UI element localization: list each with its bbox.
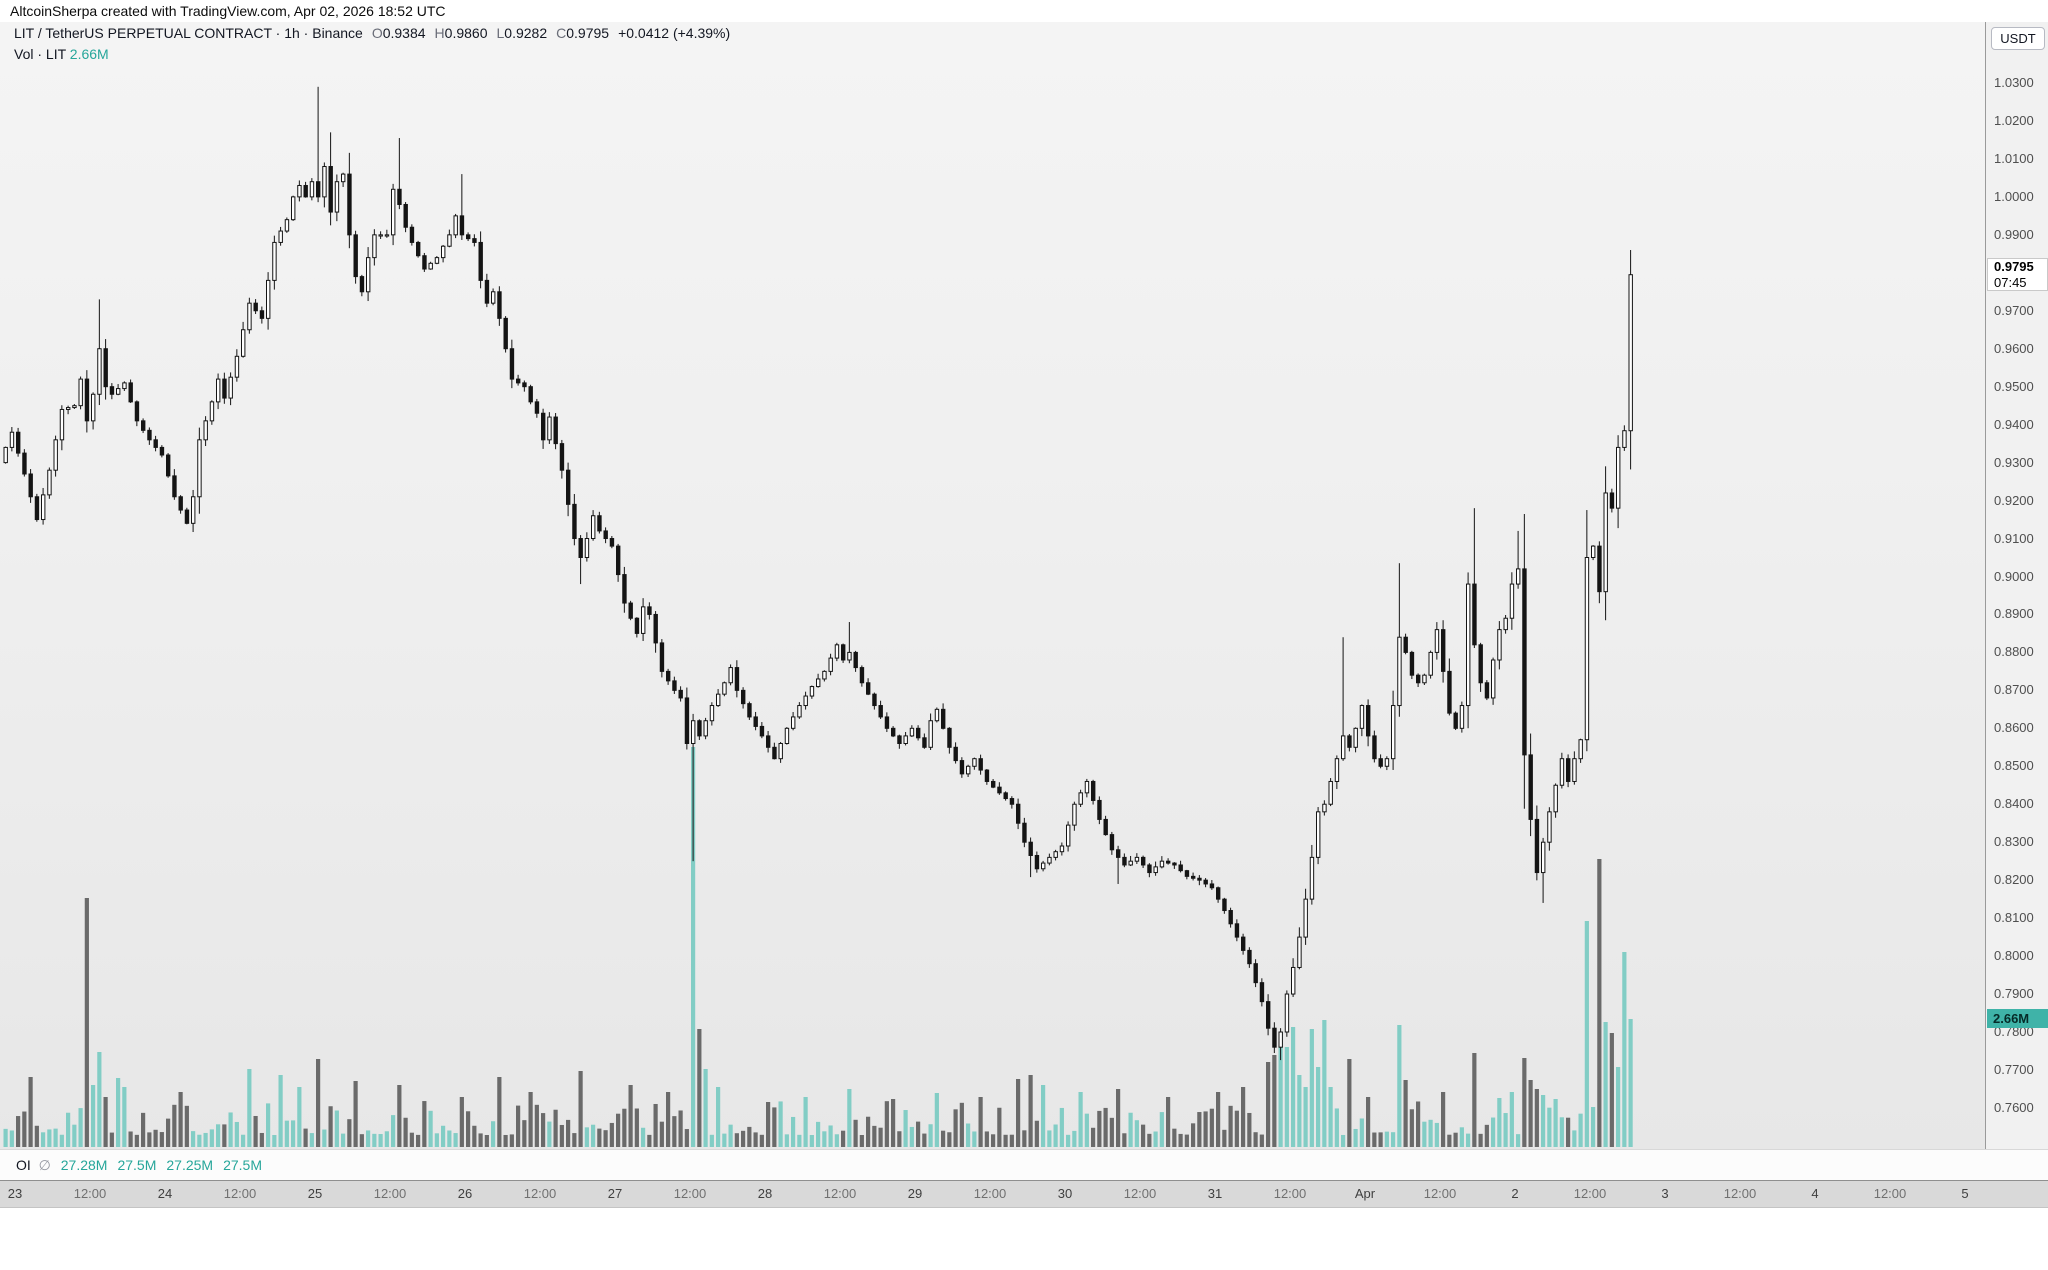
open-interest-row[interactable]: OI ∅ 27.28M 27.5M 27.25M 27.5M <box>0 1149 2048 1181</box>
last-volume-label: 2.66M <box>1987 1009 2048 1028</box>
bar-countdown: 07:45 <box>1994 274 2027 290</box>
price-tick: 0.8000 <box>1994 948 2034 964</box>
time-tick-hour: 12:00 <box>673 1186 707 1201</box>
price-tick: 0.9500 <box>1994 378 2034 394</box>
time-tick-date: 25 <box>307 1186 323 1201</box>
price-axis-background <box>1986 22 2048 1149</box>
time-tick-hour: 12:00 <box>1123 1186 1157 1201</box>
chart-background <box>0 22 1985 1149</box>
time-tick-hour: 12:00 <box>1573 1186 1607 1201</box>
time-axis[interactable]: 23 12:00 24 12:00 25 12:00 26 12:00 27 12:00 28 12:… <box>0 1181 2048 1208</box>
attribution-text: AltcoinSherpa created with TradingView.c… <box>10 3 446 19</box>
last-price-label: 0.9795 07:45 <box>1987 257 2048 291</box>
price-tick: 1.0200 <box>1994 113 2034 128</box>
price-tick: 0.9000 <box>1994 568 2034 584</box>
time-tick-date: 5 <box>1961 1186 1969 1201</box>
price-tick: 0.9200 <box>1994 492 2034 508</box>
attribution-bar: AltcoinSherpa created with TradingView.c… <box>0 0 2048 22</box>
time-tick-hour: 12:00 <box>1423 1186 1457 1201</box>
price-tick: 0.9300 <box>1994 454 2034 470</box>
volume-indicator-title[interactable]: Vol · LIT <box>14 46 66 62</box>
volume-indicator-value: 2.66M <box>69 46 109 62</box>
price-tick: 0.8400 <box>1994 796 2034 812</box>
ohlc-value: 0.9795 <box>566 25 610 41</box>
time-tick-hour: 12:00 <box>1273 1186 1307 1201</box>
time-tick-hour: 12:00 <box>523 1186 557 1201</box>
price-tick: 0.9700 <box>1994 302 2034 318</box>
time-tick-hour: 12:00 <box>373 1186 407 1201</box>
oi-label: OI <box>16 1157 31 1173</box>
price-tick: 0.7700 <box>1994 1062 2034 1077</box>
ohlc-value: 0.9282 <box>504 25 548 41</box>
price-tick: 1.0300 <box>1994 75 2034 90</box>
ohlc-value: 0.9384 <box>382 25 426 41</box>
time-tick-hour: 12:00 <box>223 1186 257 1201</box>
oi-value: 27.28M <box>60 1157 108 1173</box>
ohlc-value: 0.9860 <box>444 25 488 41</box>
time-tick-hour: 12:00 <box>1723 1186 1757 1201</box>
oi-value: 27.5M <box>117 1157 157 1173</box>
price-tick: 0.7600 <box>1994 1099 2034 1115</box>
price-tick: 0.8600 <box>1994 720 2034 736</box>
price-tick: 0.8300 <box>1994 834 2034 850</box>
last-price-value: 0.9795 <box>1994 258 2034 274</box>
time-tick-date: 23 <box>7 1186 23 1201</box>
price-tick: 0.8200 <box>1994 872 2034 888</box>
price-tick: 0.9100 <box>1994 530 2034 546</box>
price-tick: 0.8700 <box>1994 682 2034 698</box>
time-tick-date: 3 <box>1661 1186 1669 1201</box>
time-tick-date: 24 <box>157 1186 173 1201</box>
footer: TradingView <box>0 1208 2048 1270</box>
oi-value: 27.25M <box>166 1157 214 1173</box>
time-tick-date: 26 <box>457 1186 473 1201</box>
price-tick: 0.8500 <box>1994 758 2034 774</box>
axis-divider <box>1985 22 1986 1208</box>
ohlc-key: H <box>434 25 445 41</box>
ohlc-key: O <box>371 25 383 41</box>
time-tick-date: 27 <box>607 1186 623 1201</box>
price-tick: 0.9400 <box>1994 416 2034 432</box>
oi-value: 27.5M <box>223 1157 263 1173</box>
time-tick-hour: 12:00 <box>973 1186 1007 1201</box>
time-tick-hour: 12:00 <box>1873 1186 1907 1201</box>
time-tick-date: Apr <box>1354 1186 1376 1201</box>
time-tick-date: 2 <box>1511 1186 1519 1201</box>
time-tick-date: 4 <box>1811 1186 1819 1201</box>
ohlc-values: O0.9384 H0.9860 L0.9282 C0.9795 <box>363 25 609 41</box>
ohlc-key: C <box>556 25 567 41</box>
time-tick-hour: 12:00 <box>823 1186 857 1201</box>
price-tick: 0.8900 <box>1994 606 2034 622</box>
oi-average-icon: ∅ <box>38 1157 51 1173</box>
price-tick: 0.9900 <box>1994 226 2034 242</box>
price-tick: 0.8100 <box>1994 910 2034 926</box>
ohlc-key: L <box>496 25 505 41</box>
time-tick-date: 29 <box>907 1186 923 1201</box>
price-tick: 0.9600 <box>1994 340 2034 356</box>
price-tick: 1.0100 <box>1994 150 2034 166</box>
chart-legend: LIT / TetherUS PERPETUAL CONTRACT · 1h ·… <box>14 25 730 62</box>
oi-values: 27.28M 27.5M 27.25M 27.5M <box>61 1157 272 1173</box>
time-tick-hour: 12:00 <box>73 1186 107 1201</box>
price-tick: 1.0000 <box>1994 188 2034 204</box>
symbol-title[interactable]: LIT / TetherUS PERPETUAL CONTRACT · 1h ·… <box>14 25 363 41</box>
change-value: +0.0412 (+4.39%) <box>618 25 731 41</box>
time-tick-date: 28 <box>757 1186 773 1201</box>
currency-toggle-button[interactable]: USDT <box>1991 27 2045 50</box>
price-tick: 0.8800 <box>1994 644 2034 660</box>
price-tick: 0.7900 <box>1994 986 2034 1001</box>
time-tick-date: 31 <box>1207 1186 1223 1201</box>
time-tick-date: 30 <box>1057 1186 1073 1201</box>
